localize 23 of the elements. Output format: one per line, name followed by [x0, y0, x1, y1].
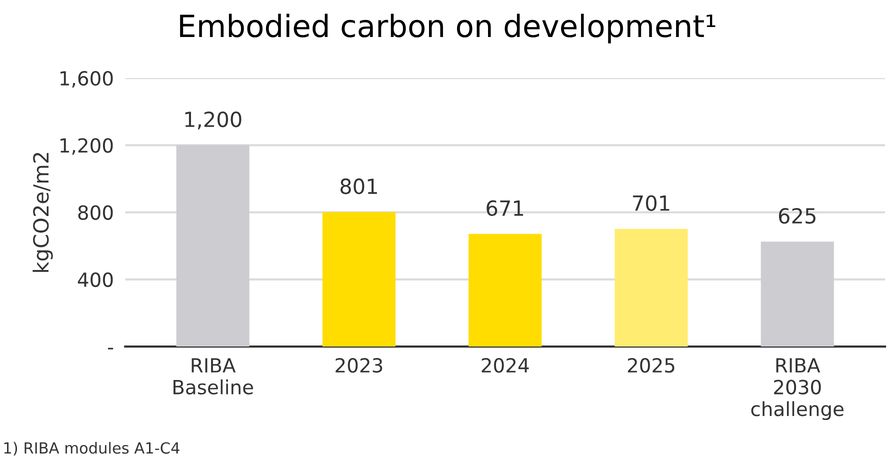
y-tick-label: -	[108, 348, 114, 350]
data-label: 801	[340, 178, 377, 194]
x-tick-label: RIBA 2030 challenge	[751, 358, 844, 420]
data-label: 625	[778, 208, 816, 224]
y-tick-label: 1,600	[60, 70, 113, 88]
x-tick-label: 2023	[336, 358, 382, 373]
chart-title: Embodied carbon on development¹	[180, 14, 716, 44]
bar	[614, 228, 688, 347]
y-axis-title: kgCO2e/m2	[32, 152, 53, 272]
x-tick-label: RIBA Baseline	[174, 358, 254, 394]
bar	[760, 242, 834, 347]
bar	[176, 145, 250, 347]
y-tick-label: 1,200	[60, 138, 113, 155]
x-tick-label: 2024	[482, 358, 529, 373]
bar	[322, 212, 396, 347]
y-tick-label: 800	[78, 205, 113, 220]
bar	[468, 234, 542, 347]
data-label: 671	[486, 200, 524, 216]
text: 1) RIBA modules A1-C4	[4, 442, 180, 456]
y-tick-label: 400	[78, 272, 113, 288]
x-tick-label: 2025	[628, 358, 674, 373]
data-label: 701	[633, 195, 670, 211]
data-label: 1,200	[185, 111, 242, 130]
